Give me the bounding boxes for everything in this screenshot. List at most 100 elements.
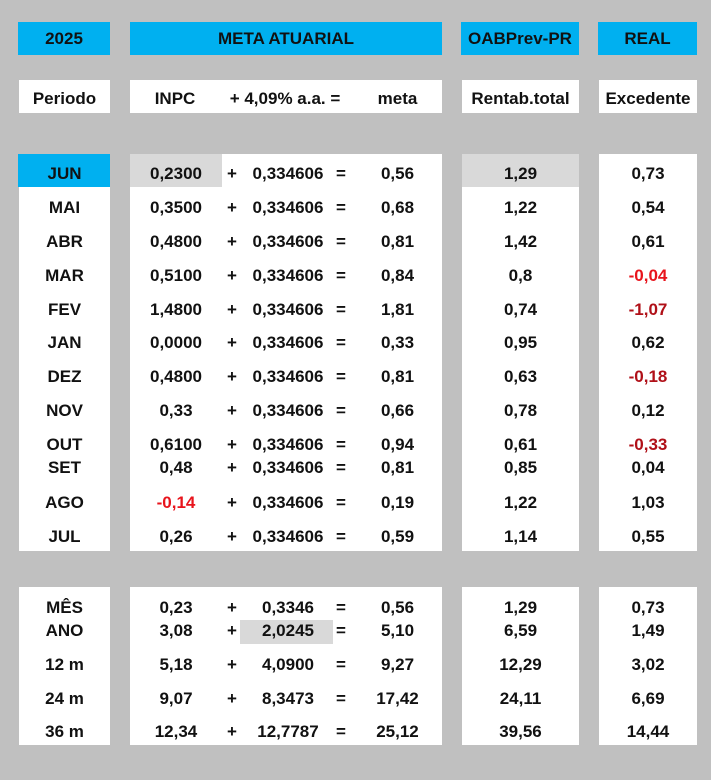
current-month-highlight: [18, 154, 110, 187]
meta-atuarial-header: [130, 22, 442, 55]
rate-cell: 0,334606: [252, 367, 324, 386]
plus-sign: +: [227, 458, 237, 477]
monthly-rentab-column: [462, 154, 579, 551]
equals-sign: =: [336, 527, 346, 546]
meta-cell: 1,81: [380, 300, 415, 319]
meta-cell: 25,12: [376, 722, 419, 741]
plus-sign: +: [227, 435, 237, 454]
inpc-cell: -0,14: [156, 493, 196, 512]
monthly-excedente-column: [599, 154, 697, 551]
rentab-cell: 1,42: [503, 232, 538, 251]
excedente-cell: 0,61: [631, 232, 665, 251]
equals-sign: =: [336, 689, 346, 708]
rentab-cell: 0,8: [508, 266, 533, 285]
period-cell: MÊS: [46, 598, 83, 617]
equals-sign: =: [336, 458, 346, 477]
inpc-cell: 0,4800: [150, 232, 202, 251]
period-cell: ANO: [45, 621, 84, 640]
rentab-cell: 0,63: [503, 367, 538, 386]
excedente-cell: -1,07: [628, 300, 668, 319]
plus-rate-label: + 4,09% a.a. =: [229, 89, 341, 108]
period-cell: ABR: [46, 232, 83, 251]
meta-cell: 0,84: [380, 266, 415, 285]
rentab-cell: 39,56: [499, 722, 542, 741]
meta-cell: 5,10: [380, 621, 415, 640]
inpc-cell: 0,5100: [150, 266, 202, 285]
plus-sign: +: [227, 621, 237, 640]
fund-header: [461, 22, 579, 55]
summary-excedente-column: [599, 587, 697, 745]
period-cell: JUN: [47, 164, 82, 183]
meta-cell: 0,66: [380, 401, 415, 420]
meta-cell: 0,68: [380, 198, 415, 217]
equals-sign: =: [336, 232, 346, 251]
equals-sign: =: [336, 164, 346, 183]
plus-sign: +: [227, 367, 237, 386]
meta-cell: 0,94: [380, 435, 415, 454]
meta-cell: 0,81: [380, 232, 415, 251]
rentab-cell: 12,29: [499, 655, 542, 674]
meta-cell: 0,56: [380, 598, 415, 617]
periodo-subheader: [19, 80, 110, 113]
inpc-cell: 9,07: [159, 689, 193, 708]
rentab-cell: 24,11: [499, 689, 542, 708]
excedente-label: Excedente: [605, 89, 691, 108]
inpc-current-highlight: [130, 154, 222, 187]
plus-sign: +: [227, 598, 237, 617]
equals-sign: =: [336, 598, 346, 617]
plus-sign: +: [227, 689, 237, 708]
inpc-cell: 0,2300: [150, 164, 202, 183]
rentab-cell: 1,29: [503, 598, 538, 617]
rentab-cell: 1,22: [503, 493, 538, 512]
real-header-label: REAL: [624, 29, 671, 48]
rate-cell: 4,0900: [262, 655, 314, 674]
inpc-label: INPC: [154, 89, 196, 108]
meta-subheader: [130, 80, 442, 113]
excedente-cell: 0,62: [631, 333, 665, 352]
rate-cell: 0,334606: [252, 493, 324, 512]
rate-cell: 0,334606: [252, 333, 324, 352]
inpc-cell: 0,23: [159, 598, 193, 617]
periodo-label: Periodo: [32, 89, 97, 108]
plus-sign: +: [227, 655, 237, 674]
rentab-cell: 0,78: [503, 401, 538, 420]
rentab-label: Rentab.total: [471, 89, 570, 108]
plus-sign: +: [227, 722, 237, 741]
period-cell: 36 m: [45, 722, 84, 741]
fund-header-label: OABPrev-PR: [468, 29, 572, 48]
plus-sign: +: [227, 527, 237, 546]
equals-sign: =: [336, 198, 346, 217]
excedente-cell: 0,54: [631, 198, 665, 217]
excedente-cell: 14,44: [626, 722, 670, 741]
rate-cell: 0,3346: [262, 598, 314, 617]
period-cell: SET: [47, 458, 82, 477]
rate-cell: 12,7787: [257, 722, 319, 741]
meta-cell: 9,27: [380, 655, 415, 674]
rentab-cell: 0,95: [503, 333, 538, 352]
inpc-cell: 3,08: [159, 621, 193, 640]
meta-cell: 0,81: [380, 458, 415, 477]
equals-sign: =: [336, 435, 346, 454]
summary-rentab-column: [462, 587, 579, 745]
plus-sign: +: [227, 232, 237, 251]
real-header: [598, 22, 697, 55]
rate-cell: 2,0245: [262, 621, 314, 640]
excedente-cell: -0,18: [628, 367, 668, 386]
excedente-cell: 0,55: [631, 527, 665, 546]
meta-cell: 0,81: [380, 367, 415, 386]
excedente-subheader: [599, 80, 697, 113]
period-cell: 12 m: [45, 655, 84, 674]
rate-cell: 0,334606: [252, 164, 324, 183]
inpc-cell: 0,4800: [150, 367, 202, 386]
rentab-subheader: [462, 80, 579, 113]
monthly-meta-column: [130, 154, 442, 551]
rate-cell: 0,334606: [252, 198, 324, 217]
excedente-cell: 1,49: [631, 621, 665, 640]
year-header: [18, 22, 110, 55]
excedente-cell: -0,33: [628, 435, 668, 454]
rate-cell: 8,3473: [262, 689, 314, 708]
plus-sign: +: [227, 300, 237, 319]
inpc-cell: 0,6100: [150, 435, 202, 454]
period-cell: OUT: [46, 435, 83, 454]
inpc-cell: 0,33: [159, 401, 193, 420]
